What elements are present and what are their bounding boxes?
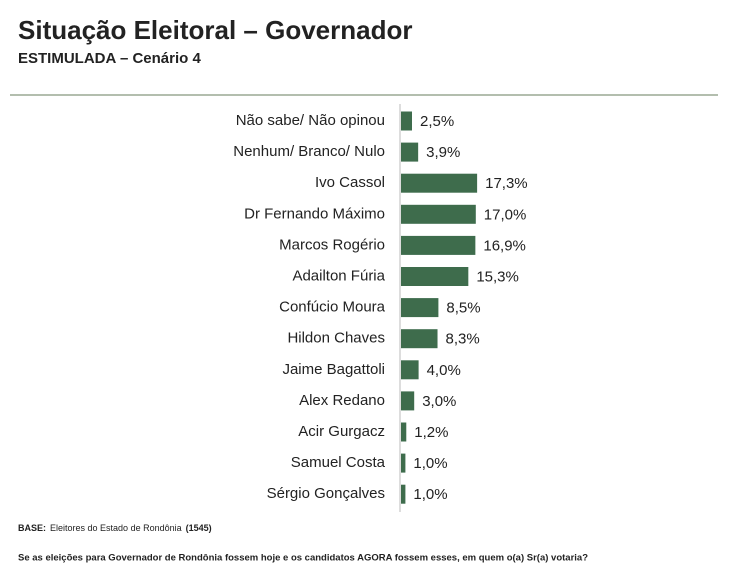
base-label: BASE: — [18, 523, 46, 533]
category-label: Confúcio Moura — [279, 299, 386, 316]
chart-title: Situação Eleitoral – Governador — [18, 15, 412, 45]
value-label: 8,5% — [446, 300, 480, 317]
value-label: 15,3% — [476, 268, 519, 285]
category-label: Adailton Fúria — [292, 267, 385, 284]
category-label: Dr Fernando Máximo — [244, 205, 385, 222]
value-label: 2,5% — [420, 113, 454, 130]
category-label: Não sabe/ Não opinou — [236, 112, 385, 129]
value-label: 16,9% — [483, 237, 526, 254]
bar — [401, 235, 476, 255]
category-label: Hildon Chaves — [287, 330, 385, 347]
value-label: 3,9% — [426, 144, 460, 161]
bar — [401, 298, 439, 318]
bar — [401, 204, 476, 224]
category-label: Sérgio Gonçalves — [267, 485, 385, 502]
bar — [401, 267, 469, 286]
category-label: Samuel Costa — [291, 454, 386, 471]
value-label: 3,0% — [422, 393, 456, 410]
value-label: 8,3% — [446, 331, 480, 348]
value-label: 17,3% — [485, 175, 528, 192]
bar — [401, 111, 412, 131]
base-note: BASE: Eleitores do Estado de Rondônia (154… — [18, 523, 212, 533]
bar — [401, 142, 419, 162]
bar — [401, 329, 438, 349]
bar — [401, 422, 407, 442]
value-label: 17,0% — [484, 206, 527, 223]
category-label: Jaime Bagattoli — [282, 361, 385, 378]
category-label: Alex Redano — [299, 392, 385, 409]
bar — [401, 391, 415, 411]
category-label: Ivo Cassol — [315, 174, 385, 191]
bar — [401, 360, 419, 380]
bar — [401, 484, 406, 504]
base-text: Eleitores do Estado de Rondônia — [50, 523, 182, 533]
value-label: 1,2% — [414, 424, 448, 441]
question: Se as eleições para Governador de Rondôn… — [18, 553, 588, 564]
category-label: Acir Gurgacz — [298, 423, 385, 440]
category-label: Nenhum/ Branco/ Nulo — [233, 143, 385, 160]
bar — [401, 173, 478, 193]
chart-subtitle: ESTIMULADA – Cenário 4 — [18, 50, 201, 67]
value-label: 1,0% — [413, 486, 447, 503]
bar — [401, 453, 406, 473]
base-count: (1545) — [186, 523, 212, 533]
category-label: Marcos Rogério — [279, 236, 385, 253]
value-label: 4,0% — [427, 362, 461, 379]
value-label: 1,0% — [413, 455, 447, 472]
